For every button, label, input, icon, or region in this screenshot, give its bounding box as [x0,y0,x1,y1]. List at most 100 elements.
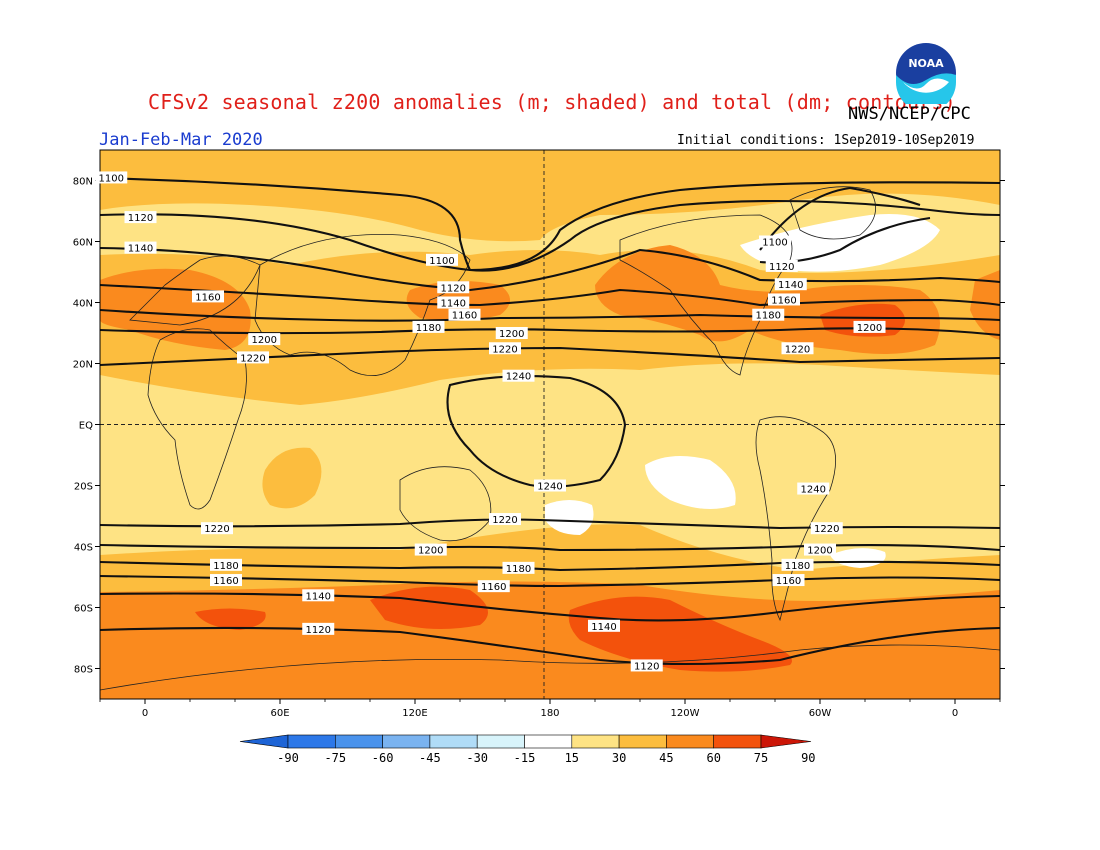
shading-band [262,447,322,509]
contour-label-bg [237,351,269,364]
contour-label: 1160 [195,292,220,303]
contour-1100-na [759,186,921,251]
contour-1200-sh [100,543,1000,552]
contour-label-bg [853,320,886,333]
colorbar-labels: -90 -75 -60 -45 -30 -15 15 30 45 60 75 90 [277,751,815,765]
contour-label: 1160 [776,576,801,587]
contour-label: 1180 [506,564,531,575]
contour-label: 1200 [252,335,277,346]
contour-label: 1100 [99,173,124,184]
colorbar-cell [382,734,431,749]
contour-1160-sh [100,574,1000,588]
colorbar-label: -75 [324,751,346,765]
lon-tick-label: 60E [270,708,289,719]
logo-text: NOAA [908,57,944,70]
shading-band [970,270,1000,340]
contour-1240-tropics [446,375,627,488]
contour-label: 1180 [416,323,441,334]
colorbar-label: 75 [754,751,768,765]
coastline-africa [147,328,247,510]
contour-1220-sh [100,518,1000,530]
contour-label: 1100 [762,238,787,249]
contour-label-bg [781,558,814,571]
colorbar-label: 60 [706,751,720,765]
contour-labels: 1100 1120 1140 1160 1200 1220 1100 1120 1140 1160… [95,171,886,672]
contour-label-bg [534,479,566,492]
contour-label-bg [192,290,224,303]
lon-tick-label: 120E [402,708,427,719]
contour-label: 1120 [128,213,153,224]
contour-label-bg [210,574,242,587]
contour-1100-nh [100,176,1000,272]
contour-label: 1240 [537,482,562,493]
lon-tick-label: 60W [809,708,832,719]
contour-1180-sh [100,560,1000,572]
contour-label: 1220 [492,515,517,526]
colorbar-arrow-left [239,734,289,749]
contour-label-bg [495,327,528,339]
contour-label: 1120 [441,283,466,294]
lat-tick-label: 80N [73,177,93,188]
contour-label-bg [759,235,791,248]
contour-label-bg [489,513,521,526]
contour-1140-nh [100,246,1000,292]
coastline-antarctica [100,644,1000,691]
initial-conditions-label: Initial conditions: 1Sep2019-10Sep2019 [677,133,975,148]
colorbar-cell [666,734,715,749]
shading-band [830,548,886,568]
colorbar-cell [571,734,620,749]
contour-label: 1140 [591,622,616,633]
map-title: CFSv2 seasonal z200 anomalies (m; shaded… [148,90,956,114]
contour-label: 1140 [128,244,153,255]
contour-label: 1240 [801,485,826,496]
contour-1120-sh [100,626,1000,666]
contour-label: 1180 [756,311,781,322]
agency-label: NWS/NCEP/CPC [848,104,971,124]
contour-label: 1200 [807,546,832,557]
contour-label-bg [201,522,233,535]
colorbar-cell [618,734,667,749]
map-area [100,150,1000,699]
contour-label-bg [630,659,663,672]
colorbar-label: -30 [466,751,488,765]
lat-tick-label: 20N [73,360,93,371]
contour-label: 1160 [481,582,506,593]
contour-label-bg [210,558,242,571]
contour-label-bg [95,171,128,184]
colorbar-cells [239,734,812,749]
axis-ticks: 80N 60N 40N 20N EQ 20S 40S 60S 80S 0 60E 120E 180 120… [73,177,1005,719]
contour-label: 1120 [634,661,659,672]
coastline-greenland [789,186,877,240]
contour-label-bg [302,589,335,602]
colorbar-label: -15 [514,751,536,765]
shading-band [100,150,1000,242]
contour-label-bg [124,211,157,224]
contour-label: 1120 [769,262,794,273]
lat-tick-label: 60S [74,604,93,615]
contour-label-bg [765,259,798,272]
shading-band [100,268,251,350]
shading-band [568,596,792,672]
noaa-logo-icon: NOAA [896,43,956,104]
colorbar-label: 90 [801,751,815,765]
colorbar-label: 15 [565,751,579,765]
contour-label-bg [781,342,814,355]
contour-1220-nh [100,346,1000,367]
colorbar-label: 45 [659,751,673,765]
colorbar-label: -90 [277,751,299,765]
contour-label: 1120 [306,625,331,636]
contour-label: 1220 [204,524,229,535]
contour-label: 1200 [857,323,882,334]
contour-label-bg [772,574,805,587]
contour-1140-sh [100,592,1000,622]
contour-label-bg [124,241,157,254]
colorbar-cell [429,734,478,749]
colorbar-cell [524,734,573,749]
contour-label: 1200 [418,546,443,557]
shading-band [195,608,266,630]
lat-tick-label: 20S [74,482,93,493]
shading-band [740,214,940,272]
colorbar-label: 30 [612,751,626,765]
colorbar-cell [713,734,762,749]
